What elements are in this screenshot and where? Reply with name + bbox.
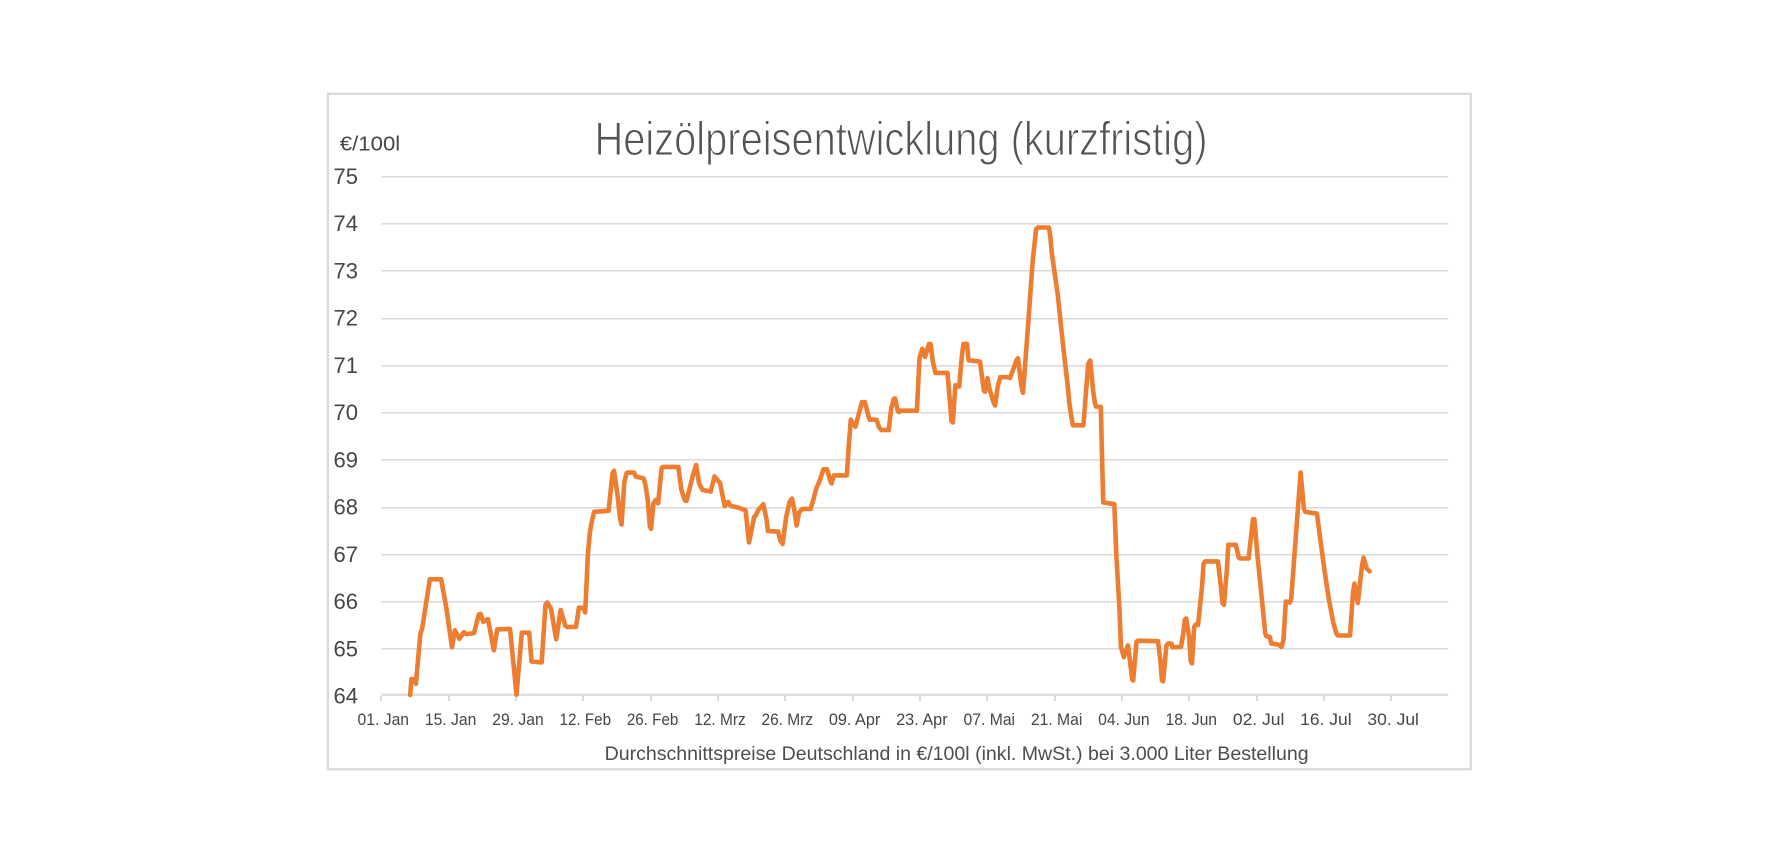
- svg-text:30. Jul: 30. Jul: [1367, 711, 1419, 729]
- svg-text:68: 68: [334, 495, 358, 520]
- svg-text:18. Jun: 18. Jun: [1166, 711, 1218, 729]
- svg-text:Durchschnittspreise Deutschlan: Durchschnittspreise Deutschland in €/100…: [605, 744, 1309, 765]
- svg-text:01. Jan: 01. Jan: [358, 711, 410, 729]
- svg-text:74: 74: [334, 211, 358, 236]
- svg-text:16. Jul: 16. Jul: [1300, 711, 1352, 729]
- svg-text:73: 73: [334, 258, 358, 283]
- svg-text:04. Jun: 04. Jun: [1098, 711, 1150, 729]
- svg-text:Heizölpreisentwicklung (kurzfr: Heizölpreisentwicklung (kurzfristig): [595, 112, 1208, 165]
- svg-text:21. Mai: 21. Mai: [1031, 711, 1083, 729]
- svg-text:26. Feb: 26. Feb: [627, 711, 679, 729]
- svg-text:67: 67: [334, 542, 358, 567]
- svg-text:70: 70: [334, 400, 358, 425]
- svg-text:69: 69: [334, 447, 358, 472]
- svg-text:02. Jul: 02. Jul: [1233, 711, 1285, 729]
- svg-text:15. Jan: 15. Jan: [425, 711, 477, 729]
- svg-text:07. Mai: 07. Mai: [964, 711, 1016, 729]
- svg-text:64: 64: [334, 684, 358, 709]
- svg-text:09. Apr: 09. Apr: [829, 711, 881, 729]
- svg-text:29. Jan: 29. Jan: [492, 711, 544, 729]
- svg-text:23. Apr: 23. Apr: [896, 711, 948, 729]
- svg-text:12. Feb: 12. Feb: [560, 711, 612, 729]
- svg-text:75: 75: [334, 164, 358, 189]
- svg-text:66: 66: [334, 589, 358, 614]
- svg-text:€/100l: €/100l: [340, 133, 400, 156]
- svg-text:12. Mrz: 12. Mrz: [694, 711, 746, 729]
- svg-text:65: 65: [334, 636, 358, 661]
- svg-text:71: 71: [334, 353, 358, 378]
- svg-text:26. Mrz: 26. Mrz: [762, 711, 814, 729]
- svg-text:72: 72: [334, 306, 358, 331]
